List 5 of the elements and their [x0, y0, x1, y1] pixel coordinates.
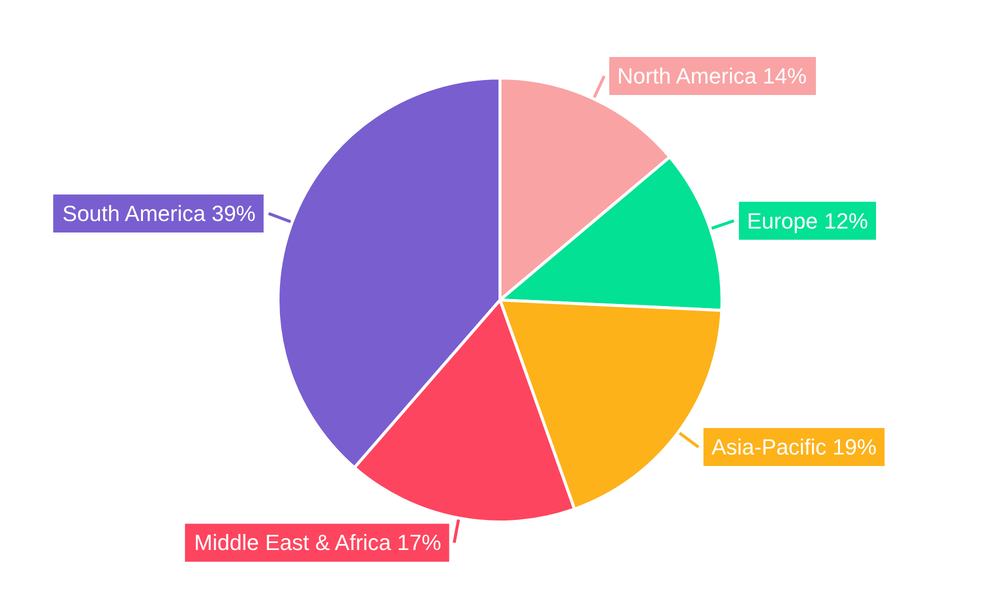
- slice-label: Middle East & Africa 17%: [194, 530, 442, 556]
- slice-label: Europe 12%: [746, 208, 868, 234]
- slice-label: South America 39%: [62, 201, 256, 226]
- slice-label: North America 14%: [617, 64, 807, 89]
- slice-label: Asia-Pacific 19%: [711, 434, 877, 460]
